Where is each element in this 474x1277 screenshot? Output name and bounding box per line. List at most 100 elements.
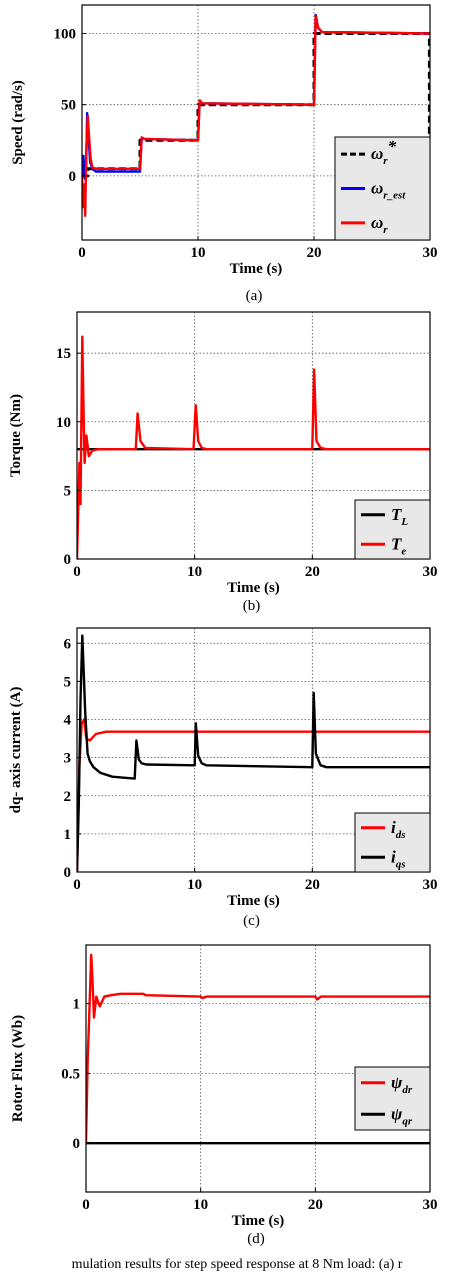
y-tick-label: 1: [64, 827, 72, 843]
y-tick-label: 0: [69, 169, 77, 185]
y-tick-label: 100: [54, 26, 77, 42]
legend-label-subscript: r: [383, 224, 388, 236]
axes-box: [76, 627, 431, 873]
series-group: [82, 13, 430, 218]
legend-label-subscript: r_est: [383, 190, 406, 202]
legend-label-main: ω: [371, 179, 383, 198]
legend-item: ωr*: [341, 137, 397, 167]
series-line-ω-r: [82, 15, 430, 218]
x-tick-label: 0: [82, 1197, 90, 1213]
y-tick-label: 4: [64, 713, 72, 729]
figure-caption: mulation results for step speed response…: [71, 1257, 403, 1272]
axes-box: [76, 311, 431, 560]
x-tick-label: 30: [423, 245, 438, 261]
legend-label-main: ψ: [391, 1104, 403, 1123]
x-axis-label: Time (s): [232, 1213, 285, 1229]
series-line-i-qs: [77, 634, 430, 872]
x-tick-label: 20: [305, 877, 320, 893]
legend-item: ωr_est: [341, 179, 406, 202]
legend-box: [354, 1066, 431, 1131]
x-tick-label: 30: [423, 1197, 438, 1213]
legend-label-subscript: e: [401, 545, 406, 557]
legend-label-main: ω: [371, 144, 383, 163]
y-tick-label: 3: [64, 751, 72, 767]
y-tick-label: 5: [64, 483, 72, 499]
legend-box: [354, 812, 431, 873]
x-tick-label: 10: [191, 245, 206, 261]
legend-item: TL: [361, 505, 408, 528]
series-line-ψ-dr: [86, 953, 430, 1144]
legend-label-main: i: [391, 847, 396, 866]
x-axis-label: Time (s): [227, 580, 280, 596]
y-tick-label: 1: [73, 997, 81, 1013]
y-tick-label: 0: [73, 1136, 81, 1152]
x-tick-label: 10: [187, 564, 202, 580]
x-tick-label: 30: [423, 877, 438, 893]
y-tick-label: 5: [64, 674, 72, 690]
legend-label-main: T: [391, 534, 402, 553]
legend-item: ψqr: [361, 1104, 413, 1127]
y-tick-label: 50: [61, 98, 76, 114]
series-group: [77, 634, 430, 872]
y-tick-label: 6: [64, 636, 72, 652]
y-tick-label: 0.5: [61, 1066, 80, 1082]
series-group: [77, 335, 430, 559]
legend-label-subscript: r: [383, 155, 388, 167]
x-tick-label: 20: [305, 564, 320, 580]
legend-label: TL: [391, 505, 408, 528]
legend-item: ωr: [341, 213, 388, 236]
panel-label: (b): [243, 598, 261, 614]
x-tick-label: 20: [308, 1197, 323, 1213]
chart-panel-4: 0 10 20 30 0 0.5 1 Time (s) Rotor Flux (Wb) (d) ψd…: [10, 944, 438, 1247]
x-tick-label: 10: [187, 877, 202, 893]
legend-label: iqs: [391, 847, 406, 870]
panel-label: (c): [243, 913, 260, 929]
legend-label-subscript: qr: [402, 1115, 413, 1127]
legend-label-subscript: qs: [396, 858, 406, 870]
legend-label-main: ω: [371, 213, 383, 232]
axes-box: [81, 4, 431, 241]
legend-item: iqs: [361, 847, 406, 870]
x-tick-label: 0: [78, 245, 86, 261]
legend-label: ψdr: [391, 1073, 413, 1096]
legend-label: Te: [391, 534, 406, 557]
x-axis-label: Time (s): [227, 893, 280, 909]
legend-label-subscript: L: [400, 516, 408, 528]
y-axis-label: Torque (Nm): [8, 394, 24, 477]
chart-panel-3: 0 10 20 30 0 1 2 3 4 5 6 Time (s) dq- axis current (…: [8, 627, 438, 929]
legend-label: ωr_est: [371, 179, 406, 202]
panel-label: (a): [246, 288, 263, 304]
x-tick-label: 30: [423, 564, 438, 580]
y-axis-label: Speed (rad/s): [10, 80, 26, 165]
x-tick-label: 0: [73, 564, 81, 580]
legend-label-subscript: ds: [396, 829, 406, 841]
legend-item: Te: [361, 534, 406, 557]
legend-box: [354, 499, 431, 560]
legend-label: ωr*: [371, 137, 397, 167]
series-line-T-e: [77, 335, 430, 559]
legend-label-main: ψ: [391, 1073, 403, 1092]
y-tick-label: 0: [64, 865, 72, 881]
legend-label: ψqr: [391, 1104, 413, 1127]
y-axis-label: Rotor Flux (Wb): [10, 1015, 26, 1122]
y-tick-label: 2: [64, 789, 72, 805]
legend-label: ωr: [371, 213, 388, 236]
y-axis-label: dq- axis current (A): [8, 687, 24, 814]
panel-label: (d): [247, 1231, 265, 1247]
y-tick-label: 0: [64, 552, 72, 568]
series-group: [86, 953, 430, 1145]
legend-label: ids: [391, 818, 406, 841]
legend-label-main: T: [391, 505, 402, 524]
legend-label-subscript: dr: [402, 1084, 413, 1096]
x-tick-label: 0: [73, 877, 81, 893]
x-tick-label: 20: [307, 245, 322, 261]
legend-label-main: i: [391, 818, 396, 837]
legend-item: ids: [361, 818, 406, 841]
